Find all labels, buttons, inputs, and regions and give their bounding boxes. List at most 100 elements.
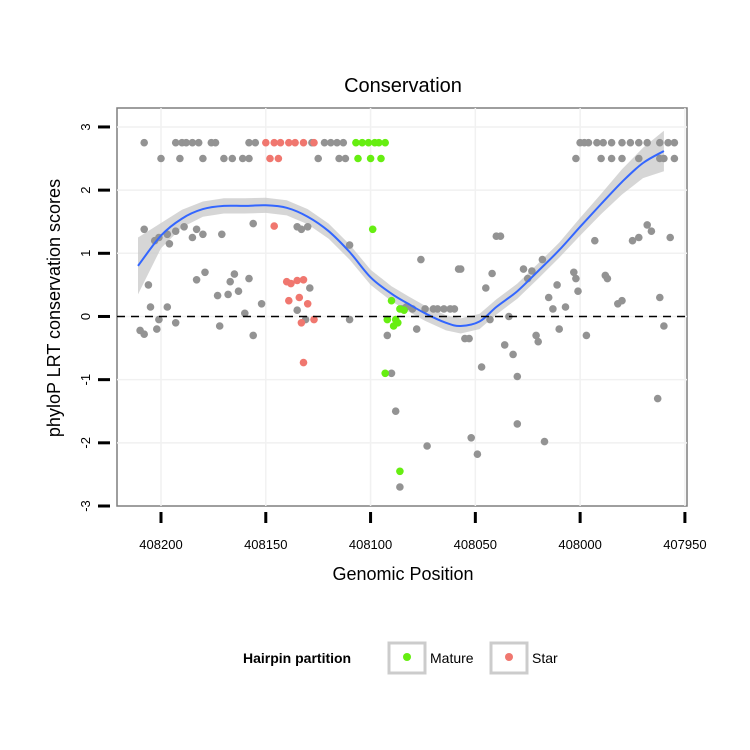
point-other <box>433 305 442 313</box>
point-other <box>597 154 605 163</box>
point-other <box>664 138 672 147</box>
point-other <box>599 138 607 147</box>
point-other <box>140 138 148 147</box>
point-other <box>144 281 153 289</box>
point-other <box>656 138 664 147</box>
point-other <box>666 233 674 242</box>
point-other <box>593 138 601 147</box>
point-other <box>194 138 203 147</box>
point-other <box>188 138 197 147</box>
x-axis-ticks: 408200 408150 408100 408050 408000 407950 <box>139 512 707 552</box>
point-other <box>155 315 163 324</box>
point-other <box>456 265 465 273</box>
point-other <box>618 138 626 147</box>
legend-key-star <box>489 641 529 675</box>
point-mature <box>381 369 390 378</box>
point-other <box>607 138 616 147</box>
point-other <box>486 315 494 324</box>
point-other <box>251 138 260 147</box>
point-other <box>171 319 180 327</box>
point-other <box>218 230 226 239</box>
point-other <box>482 284 490 292</box>
point-other <box>670 154 679 163</box>
point-other <box>257 300 266 308</box>
point-star <box>274 154 283 163</box>
point-other <box>423 442 431 450</box>
point-other <box>341 154 350 163</box>
point-other <box>171 227 180 235</box>
point-other <box>572 154 580 163</box>
point-other <box>553 281 561 289</box>
point-other <box>467 434 476 442</box>
y-axis-ticks: -3 -2 -1 0 1 2 3 <box>78 123 110 512</box>
point-other <box>327 138 335 147</box>
point-other <box>230 270 239 278</box>
point-other <box>417 255 425 264</box>
smooth-ribbon-layer <box>138 130 664 334</box>
point-other <box>626 138 635 147</box>
point-mature <box>375 138 383 147</box>
point-other <box>440 305 448 313</box>
point-other <box>660 322 668 330</box>
point-other <box>211 138 220 147</box>
point-star <box>270 222 279 230</box>
point-other <box>532 331 540 340</box>
point-other <box>171 138 180 147</box>
point-star <box>287 279 295 288</box>
point-other <box>192 225 201 234</box>
point-star <box>293 276 302 285</box>
point-mature <box>352 138 360 147</box>
legend-dot-mature <box>403 653 411 661</box>
points-layer <box>136 138 679 491</box>
point-mature <box>364 138 373 147</box>
point-other <box>540 437 549 446</box>
point-star <box>291 138 299 147</box>
chart-title: Conservation <box>344 75 462 97</box>
point-other <box>165 240 174 248</box>
point-other <box>635 154 643 163</box>
point-other <box>303 223 312 231</box>
y-tick-label: 3 <box>78 123 93 130</box>
point-mature <box>387 296 396 305</box>
point-other <box>163 303 172 311</box>
point-other <box>335 154 343 163</box>
point-other <box>656 293 664 302</box>
point-star <box>285 296 293 305</box>
point-other <box>534 337 542 346</box>
point-other <box>603 274 612 283</box>
x-axis-title: Genomic Position <box>332 564 473 584</box>
point-other <box>549 305 557 313</box>
point-other <box>176 154 184 163</box>
point-other <box>228 154 237 163</box>
point-other <box>396 483 404 491</box>
point-other <box>653 394 662 403</box>
point-other <box>345 315 354 324</box>
point-other <box>528 267 536 275</box>
point-other <box>643 138 651 147</box>
point-other <box>387 369 396 378</box>
x-tick-label: 408200 <box>139 537 182 552</box>
point-other <box>297 225 306 234</box>
point-mature <box>383 315 392 324</box>
legend-label-star: Star <box>532 650 558 666</box>
point-mature <box>368 225 377 234</box>
y-tick-label: 1 <box>78 250 93 257</box>
point-other <box>477 363 486 371</box>
point-other <box>213 291 222 300</box>
point-star <box>303 300 312 308</box>
legend-label-mature: Mature <box>430 650 474 666</box>
point-other <box>238 154 247 163</box>
point-other <box>647 227 656 235</box>
point-other <box>519 265 528 273</box>
point-other <box>544 293 553 302</box>
x-tick-label: 407950 <box>663 537 706 552</box>
point-other <box>670 138 679 147</box>
point-mature <box>358 138 367 147</box>
point-other <box>201 268 209 277</box>
point-other <box>153 325 161 333</box>
point-other <box>245 138 253 147</box>
point-mature <box>354 154 362 163</box>
y-tick-label: -2 <box>78 437 93 449</box>
point-other <box>345 241 354 249</box>
point-star <box>295 293 304 302</box>
